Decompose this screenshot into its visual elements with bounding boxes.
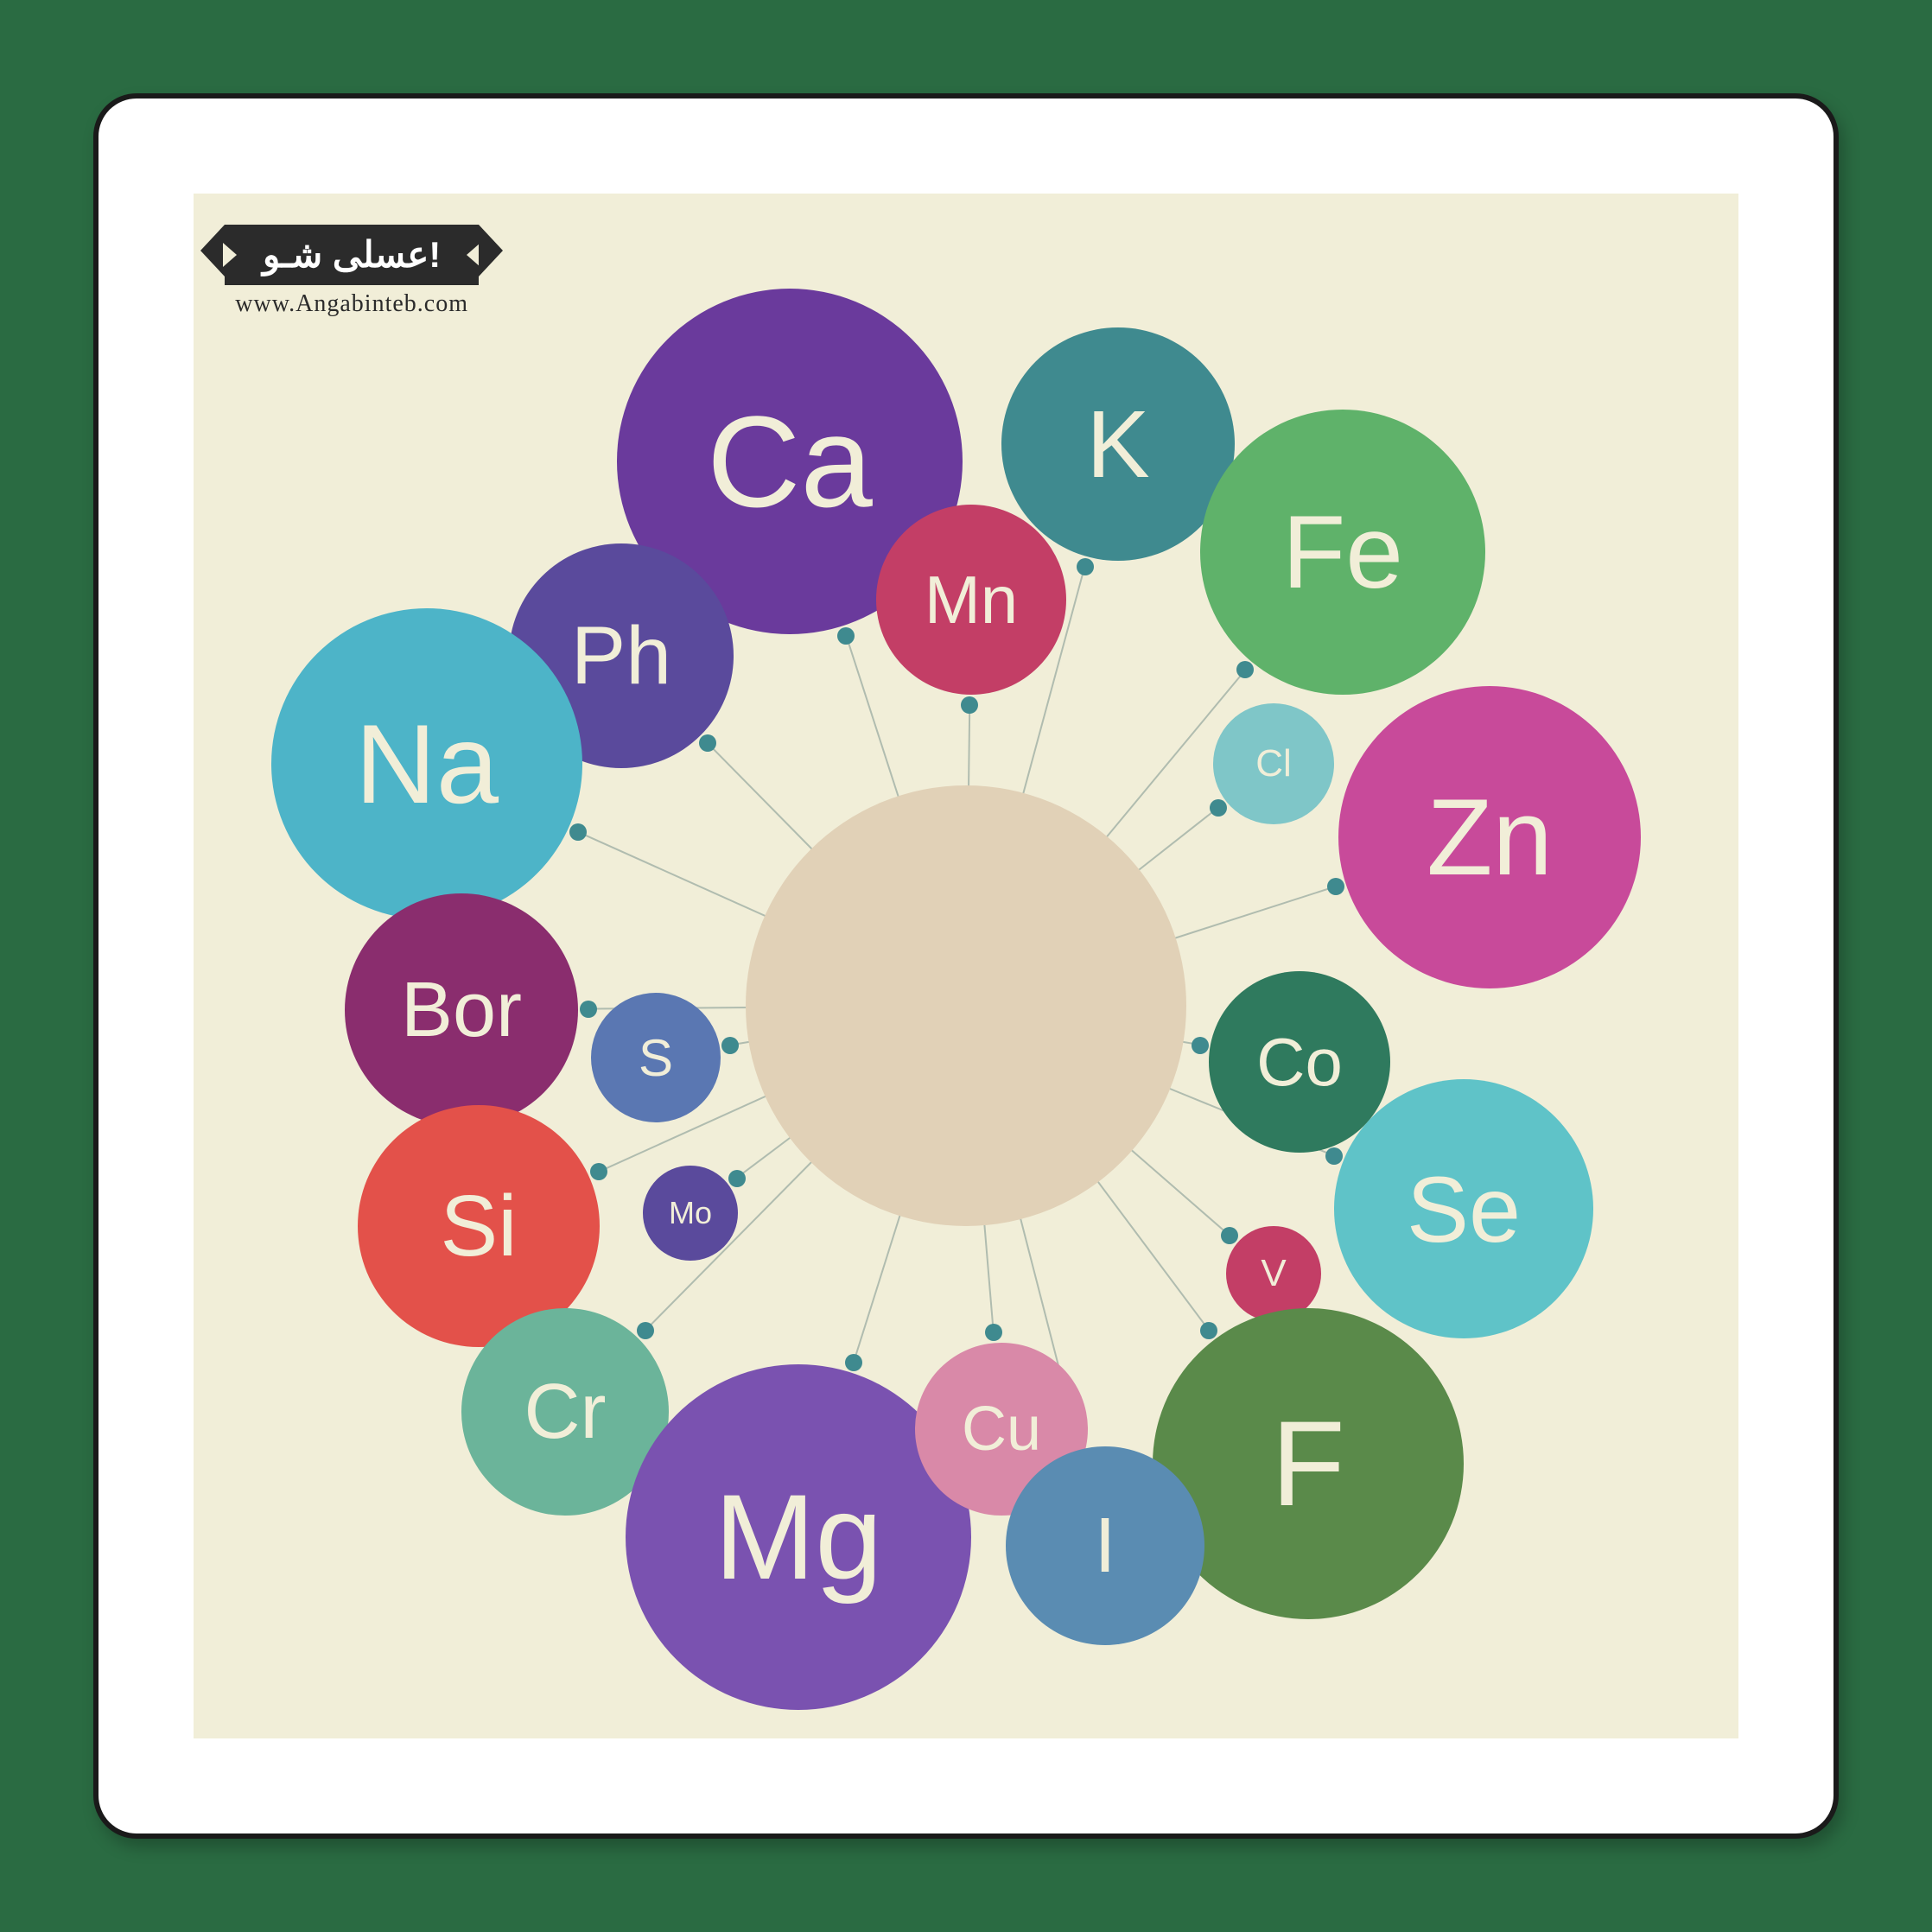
connector-dot [590,1163,607,1180]
element-label: Zn [1427,776,1553,899]
spoke [1172,885,1340,940]
element-label: K [1086,390,1149,499]
element-label: F [1271,1394,1345,1534]
white-frame: !عسلی شـو www.Angabinteb.com Ca K Mn Fe Ph Na… [93,93,1839,1839]
element-label: Mo [669,1195,712,1231]
element-label: S [639,1028,673,1088]
connector-dot [985,1324,1002,1341]
connector-dot [580,1001,597,1018]
center-hub [746,785,1186,1226]
connector-dot [1210,799,1227,817]
connector-dot [721,1037,739,1054]
connector-dot [569,823,587,841]
logo-url: www.Angabinteb.com [235,290,468,318]
connector-dot [961,696,978,714]
spoke [704,740,815,853]
connector-dot [845,1354,862,1371]
element-label: Ca [707,387,873,537]
element-node-cl: Cl [1213,703,1334,824]
element-label: Bor [401,966,522,1055]
element-label: Na [355,699,499,829]
connector-dot [1200,1322,1217,1339]
connector-dot [728,1170,746,1187]
element-label: Si [441,1177,518,1276]
spoke [983,1221,995,1336]
connector-dot [699,734,716,752]
connector-dot [837,627,855,645]
element-label: Cr [524,1368,607,1457]
element-label: Mg [715,1467,882,1607]
element-label: Mn [925,561,1018,639]
element-label: Ph [571,609,671,703]
logo-ribbon-text: !عسلی شـو [263,234,441,275]
connector-dot [1325,1147,1343,1165]
connector-dot [1236,661,1254,678]
connector-dot [637,1322,654,1339]
element-label: I [1094,1502,1115,1591]
logo-ribbon: !عسلی شـو [225,225,479,285]
spoke [844,632,900,801]
element-label: Cu [962,1394,1041,1465]
element-node-v: V [1226,1226,1321,1321]
element-node-mn: Mn [876,505,1066,695]
element-label: V [1261,1252,1286,1295]
spoke [1095,1179,1211,1334]
element-node-se: Se [1334,1079,1593,1338]
spoke [968,702,970,790]
spoke [1128,1147,1233,1238]
element-node-s: S [591,993,721,1122]
connector-dot [1221,1227,1238,1244]
element-label: Co [1256,1023,1343,1102]
element-node-i: I [1006,1446,1204,1645]
spoke [852,1211,902,1366]
connector-dot [1077,558,1094,575]
element-node-na: Na [271,608,582,919]
spoke [575,829,769,918]
connector-dot [1327,878,1344,895]
element-node-zn: Zn [1338,686,1641,988]
outer-background: !عسلی شـو www.Angabinteb.com Ca K Mn Fe Ph Na… [0,0,1932,1932]
element-label: Cl [1255,742,1292,785]
element-label: Se [1407,1155,1521,1263]
element-node-bor: Bor [345,893,578,1127]
element-node-fe: Fe [1200,410,1485,695]
element-node-k: K [1001,327,1235,561]
diagram-canvas: !عسلی شـو www.Angabinteb.com Ca K Mn Fe Ph Na… [194,194,1738,1738]
connector-dot [1192,1037,1209,1054]
element-node-mo: Mo [643,1166,738,1261]
element-label: Fe [1282,493,1403,612]
spoke [1135,804,1222,873]
logo-block: !عسلی شـو www.Angabinteb.com [225,225,479,318]
